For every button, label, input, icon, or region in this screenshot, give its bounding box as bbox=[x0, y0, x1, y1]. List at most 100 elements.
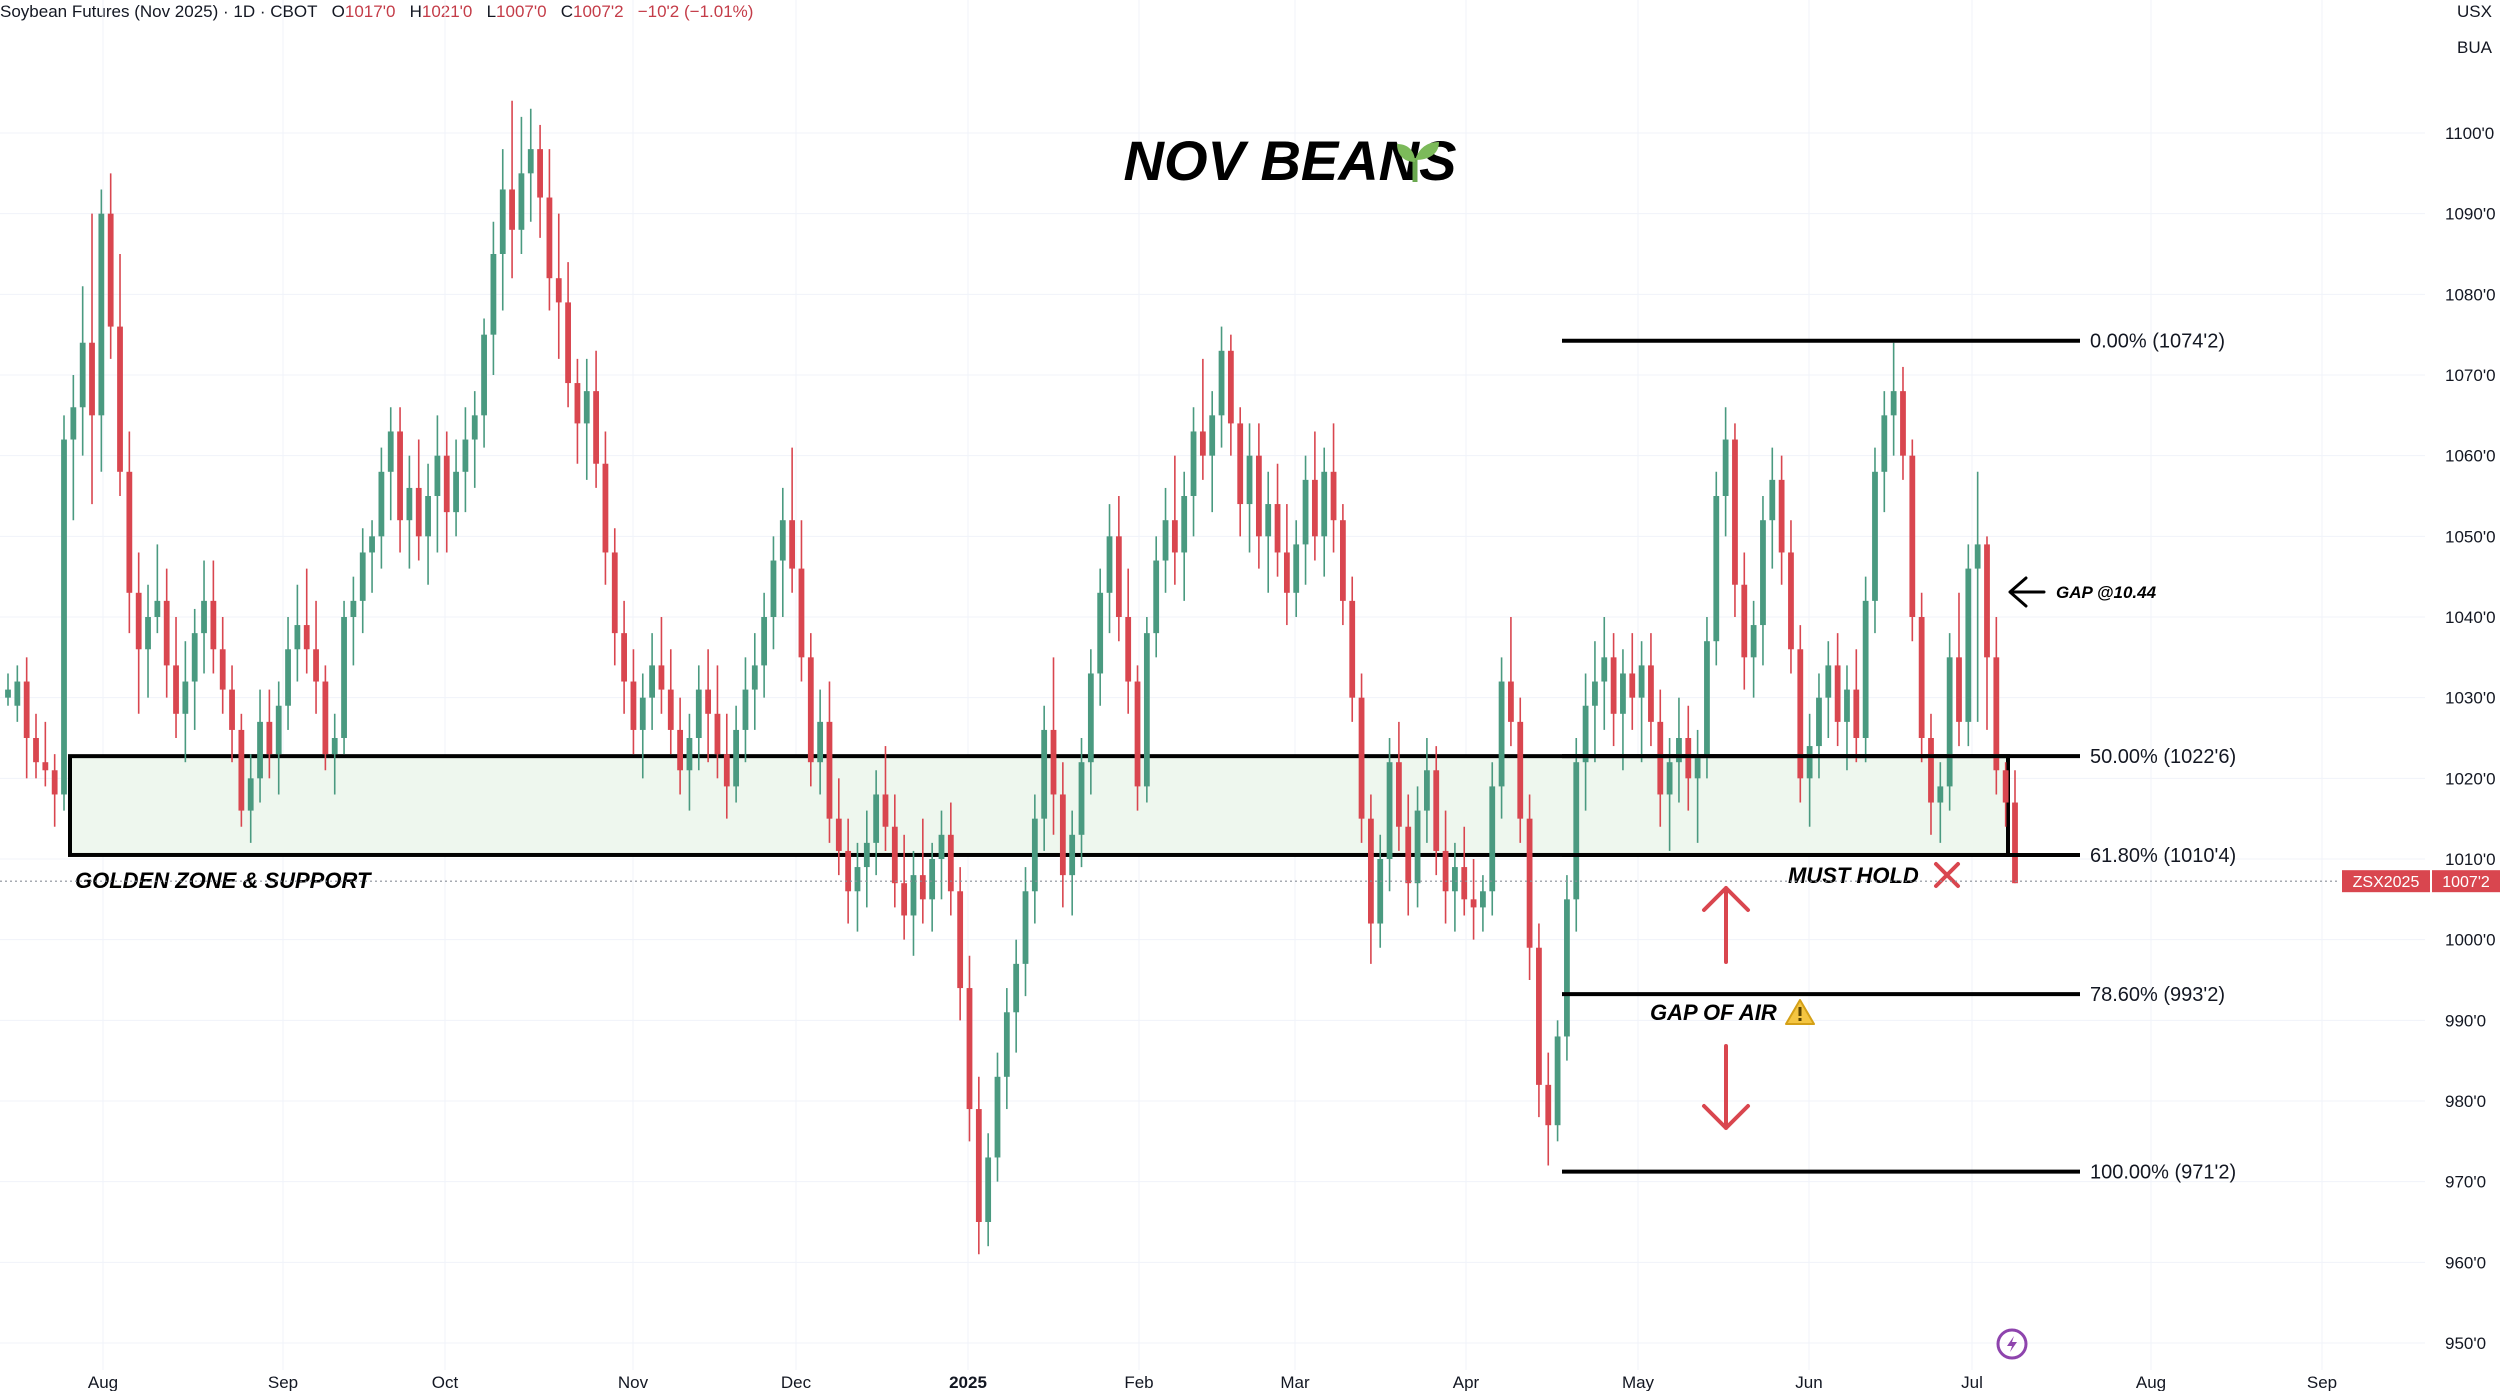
candle bbox=[789, 447, 796, 593]
candle-body bbox=[201, 600, 207, 634]
candle-body bbox=[23, 681, 30, 738]
price-axis[interactable]: 1100'0 1090'0 1080'0 1070'0 1060'0 1050'0 1040… bbox=[2445, 124, 2496, 1353]
candle-body bbox=[247, 778, 254, 811]
candle-body bbox=[1227, 350, 1234, 424]
candle-body bbox=[742, 689, 749, 730]
candle-body bbox=[1480, 891, 1486, 908]
candle bbox=[1750, 600, 1757, 698]
candle bbox=[1526, 794, 1533, 980]
unit-label[interactable]: BUA bbox=[2457, 38, 2492, 57]
time-axis[interactable]: Aug Sep Oct Nov Dec 2025 Feb Mar Apr May Jun Jul Aug… bbox=[88, 1373, 2337, 1391]
candle bbox=[1825, 641, 1832, 738]
candle-body bbox=[891, 826, 898, 884]
candle bbox=[490, 221, 497, 375]
open-value: 1017'0 bbox=[344, 2, 396, 21]
candle-body bbox=[257, 721, 263, 779]
candle bbox=[845, 818, 852, 924]
candle bbox=[1694, 729, 1701, 843]
candle bbox=[1358, 673, 1365, 843]
candle-body bbox=[518, 173, 525, 230]
candle-body bbox=[331, 738, 338, 755]
candle bbox=[201, 560, 207, 674]
candle-body bbox=[415, 487, 422, 537]
candle bbox=[882, 746, 889, 851]
candle bbox=[2002, 762, 2009, 827]
candle-body bbox=[714, 713, 721, 755]
candle bbox=[1564, 875, 1570, 1061]
candle bbox=[434, 415, 441, 553]
annotations: NOV BEANS GOLDEN ZONE & SUPPORT MUST HOL… bbox=[75, 129, 2157, 1360]
candle-body bbox=[527, 149, 534, 174]
candle bbox=[1956, 592, 1962, 747]
candle-body bbox=[1330, 471, 1337, 521]
candle-body bbox=[1573, 762, 1580, 900]
candle-body bbox=[1984, 544, 1990, 658]
candle-body bbox=[602, 463, 609, 553]
candle bbox=[98, 189, 105, 472]
candle-body bbox=[686, 738, 693, 771]
candle-body bbox=[1834, 665, 1841, 722]
candle bbox=[509, 100, 515, 279]
candle bbox=[1227, 334, 1234, 456]
candle bbox=[705, 649, 712, 763]
candle bbox=[1377, 834, 1384, 948]
candle bbox=[1993, 617, 2000, 795]
currency-label[interactable]: USX bbox=[2457, 2, 2492, 21]
candle bbox=[117, 254, 123, 496]
candle-body bbox=[1405, 826, 1412, 884]
candle-body bbox=[1592, 681, 1598, 706]
candle bbox=[499, 149, 506, 311]
lightning-icon[interactable] bbox=[1996, 1328, 2028, 1360]
candle-body bbox=[210, 600, 217, 650]
candle-body bbox=[574, 383, 581, 424]
candle bbox=[266, 689, 273, 779]
candle bbox=[1881, 391, 1888, 513]
symbol-description: Soybean Futures (Nov 2025) · 1D · CBOT bbox=[0, 2, 318, 21]
candle bbox=[1498, 657, 1505, 819]
candle bbox=[901, 834, 908, 940]
candle-body bbox=[61, 439, 67, 795]
candle-body bbox=[1115, 536, 1122, 617]
candle-body bbox=[1097, 592, 1104, 674]
candle bbox=[826, 681, 833, 843]
candle-body bbox=[33, 738, 39, 763]
candle bbox=[546, 149, 553, 311]
candle-body bbox=[845, 850, 852, 892]
candle-body bbox=[499, 189, 506, 254]
candle bbox=[1013, 939, 1020, 1053]
candle bbox=[397, 407, 403, 553]
candle bbox=[1545, 1052, 1552, 1166]
candle-body bbox=[70, 407, 77, 440]
candle bbox=[1414, 786, 1421, 908]
candle-body bbox=[1143, 633, 1150, 787]
candle-body bbox=[1974, 544, 1981, 569]
candle bbox=[313, 600, 319, 714]
candle-body bbox=[1414, 810, 1421, 884]
candle bbox=[1853, 649, 1860, 763]
candle bbox=[994, 1052, 1001, 1182]
x-tick-label: Sep bbox=[268, 1373, 298, 1391]
candle bbox=[1900, 366, 1906, 480]
candle bbox=[1536, 923, 1542, 1118]
candle bbox=[1778, 455, 1785, 585]
chart-title: NOV BEANS bbox=[1124, 129, 1457, 192]
candle bbox=[378, 447, 385, 569]
candle-body bbox=[1666, 762, 1673, 795]
candle bbox=[527, 108, 534, 222]
candle bbox=[751, 633, 758, 730]
candle bbox=[51, 754, 58, 827]
x-tick-label: 2025 bbox=[949, 1373, 987, 1391]
candle bbox=[1554, 1020, 1561, 1142]
low-value: 1007'0 bbox=[496, 2, 547, 21]
candle-body bbox=[1367, 818, 1374, 924]
candle bbox=[1442, 810, 1449, 924]
candle-body bbox=[369, 536, 375, 553]
candle-body bbox=[1283, 552, 1290, 593]
left-arrow-icon bbox=[2008, 576, 2046, 608]
candle-body bbox=[1844, 689, 1850, 722]
candle bbox=[1890, 342, 1897, 456]
candle-body bbox=[1610, 657, 1617, 714]
candle bbox=[1125, 568, 1132, 714]
y-tick-label: 1020'0 bbox=[2445, 769, 2496, 788]
